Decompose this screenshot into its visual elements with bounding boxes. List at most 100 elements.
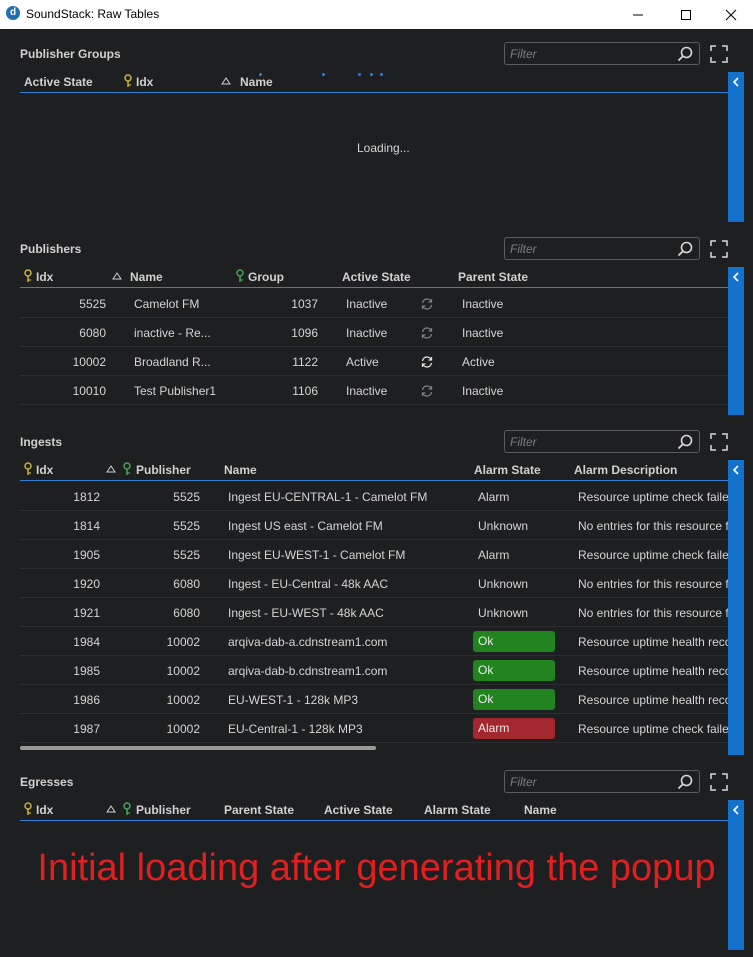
egresses-filter[interactable] [504, 770, 700, 793]
table-row[interactable]: 1987 10002 EU-Central-1 - 128k MP3 Alarm… [20, 714, 728, 743]
search-icon[interactable] [677, 774, 693, 790]
cell-idx: 5525 [79, 297, 106, 311]
cell-alarm-state: Alarm [478, 490, 510, 504]
filter-input[interactable] [510, 434, 670, 449]
column-header-idx[interactable]: Idx [36, 803, 54, 817]
table-row[interactable]: 1985 10002 arqiva-dab-b.cdnstream1.com O… [20, 656, 728, 685]
column-header-name[interactable]: Name [130, 270, 163, 284]
key-icon [124, 74, 132, 87]
cell-group: 1106 [292, 384, 318, 398]
column-header-alarm-state[interactable]: Alarm State [474, 463, 541, 477]
ingests-filter[interactable] [504, 430, 700, 453]
column-header-publisher[interactable]: Publisher [136, 803, 191, 817]
cell-name: Ingest - EU-Central - 48k AAC [228, 577, 389, 591]
column-header-active-state[interactable]: Active State [324, 803, 393, 817]
title-bar: d SoundStack: Raw Tables [0, 0, 753, 29]
sort-ascending-icon[interactable] [112, 271, 122, 281]
filter-input[interactable] [510, 774, 670, 789]
search-icon[interactable] [677, 46, 693, 62]
cell-idx: 10002 [72, 355, 106, 369]
cell-publisher: 10002 [166, 722, 200, 736]
column-header-idx[interactable]: Idx [136, 75, 154, 89]
column-header-active-state[interactable]: Active State [24, 75, 93, 89]
sort-ascending-icon[interactable] [106, 464, 116, 474]
cell-alarm-description: No entries for this resource found [578, 519, 728, 533]
sort-ascending-icon[interactable] [221, 76, 231, 86]
minimize-icon [633, 14, 643, 15]
sort-ascending-icon[interactable] [106, 804, 116, 814]
cell-idx: 1986 [73, 693, 100, 707]
details-panel-toggle[interactable] [728, 72, 744, 222]
window-title: SoundStack: Raw Tables [26, 7, 160, 21]
column-header-parent-state[interactable]: Parent State [224, 803, 295, 817]
table-row[interactable]: 1920 6080 Ingest - EU-Central - 48k AAC … [20, 569, 728, 598]
publisher-groups-filter[interactable] [504, 42, 700, 65]
table-row[interactable]: 10002 Broadland R... 1122 Active Active [20, 347, 728, 376]
foreign-key-icon [236, 269, 244, 282]
column-header-active-state[interactable]: Active State [342, 270, 411, 284]
cell-idx: 10010 [72, 384, 106, 398]
loading-dot [380, 73, 383, 76]
table-row[interactable]: 5525 Camelot FM 1037 Inactive Inactive [20, 289, 728, 318]
maximize-button[interactable] [663, 0, 709, 29]
column-header-alarm-description[interactable]: Alarm Description [574, 463, 678, 477]
column-header-idx[interactable]: Idx [36, 463, 54, 477]
filter-input[interactable] [510, 241, 670, 256]
column-header-name[interactable]: Name [224, 463, 257, 477]
column-header-alarm-state[interactable]: Alarm State [424, 803, 491, 817]
loading-dot [358, 73, 361, 76]
expand-icon[interactable] [710, 45, 728, 63]
loading-message: Loading... [357, 141, 410, 155]
expand-icon[interactable] [710, 433, 728, 451]
horizontal-scrollbar[interactable] [20, 746, 376, 750]
annotation-caption: Initial loading after generating the pop… [37, 847, 716, 889]
details-panel-toggle[interactable] [728, 460, 744, 755]
column-header-publisher[interactable]: Publisher [136, 463, 191, 477]
cell-publisher: 10002 [166, 664, 200, 678]
cell-idx: 1985 [73, 664, 100, 678]
search-icon[interactable] [677, 434, 693, 450]
column-header-parent-state[interactable]: Parent State [458, 270, 529, 284]
search-icon[interactable] [677, 241, 693, 257]
maximize-icon [681, 9, 691, 20]
details-panel-toggle[interactable] [728, 800, 744, 950]
sync-icon[interactable] [420, 355, 434, 369]
publishers-filter[interactable] [504, 237, 700, 260]
close-icon [725, 9, 737, 20]
minimize-button[interactable] [615, 0, 661, 29]
table-row[interactable]: 1984 10002 arqiva-dab-a.cdnstream1.com O… [20, 627, 728, 656]
table-row[interactable]: 1905 5525 Ingest EU-WEST-1 - Camelot FM … [20, 540, 728, 569]
table-row[interactable]: 1921 6080 Ingest - EU-WEST - 48k AAC Unk… [20, 598, 728, 627]
sync-icon[interactable] [420, 297, 434, 311]
publisher-groups-title: Publisher Groups [20, 47, 121, 61]
sync-icon[interactable] [420, 326, 434, 340]
column-header-name[interactable]: Name [240, 75, 273, 89]
expand-icon[interactable] [710, 240, 728, 258]
table-row[interactable]: 1986 10002 EU-WEST-1 - 128k MP3 Ok Resou… [20, 685, 728, 714]
cell-idx: 1921 [73, 606, 100, 620]
sync-icon[interactable] [420, 384, 434, 398]
close-button[interactable] [708, 0, 753, 29]
cell-group: 1096 [291, 326, 318, 340]
table-row[interactable]: 1812 5525 Ingest EU-CENTRAL-1 - Camelot … [20, 482, 728, 511]
details-panel-toggle[interactable] [728, 267, 744, 415]
chevron-left-icon [732, 805, 739, 815]
table-row[interactable]: 10010 Test Publisher1 1106 Inactive Inac… [20, 376, 728, 405]
column-header-group[interactable]: Group [248, 270, 284, 284]
key-icon [24, 462, 32, 475]
cell-parent-state: Inactive [462, 326, 504, 340]
cell-publisher: 5525 [173, 548, 200, 562]
filter-input[interactable] [510, 46, 670, 61]
chevron-left-icon [732, 77, 739, 87]
cell-idx: 1920 [73, 577, 100, 591]
cell-name: Broadland R... [134, 355, 211, 369]
table-row[interactable]: 1814 5525 Ingest US east - Camelot FM Un… [20, 511, 728, 540]
expand-icon[interactable] [710, 773, 728, 791]
cell-publisher: 10002 [166, 693, 200, 707]
column-header-idx[interactable]: Idx [36, 270, 54, 284]
table-row[interactable]: 6080 inactive - Re... 1096 Inactive Inac… [20, 318, 728, 347]
cell-alarm-description: No entries for this resource found [578, 606, 728, 620]
cell-name: Ingest US east - Camelot FM [228, 519, 383, 533]
cell-alarm-description: No entries for this resource found [578, 577, 728, 591]
column-header-name[interactable]: Name [524, 803, 557, 817]
